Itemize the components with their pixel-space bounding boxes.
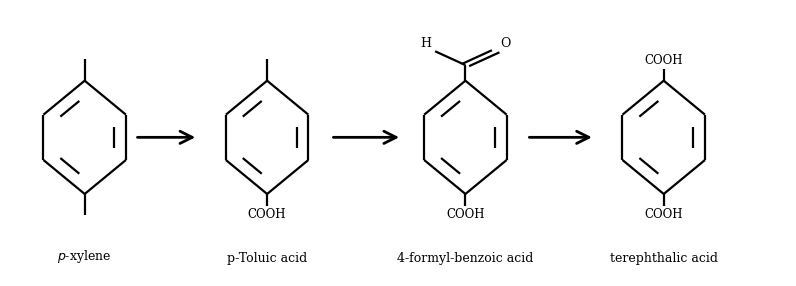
- Text: 4-formyl-benzoic acid: 4-formyl-benzoic acid: [397, 252, 533, 265]
- Text: COOH: COOH: [645, 54, 683, 67]
- Text: COOH: COOH: [645, 208, 683, 221]
- Text: COOH: COOH: [248, 208, 287, 221]
- Text: p-Toluic acid: p-Toluic acid: [227, 252, 307, 265]
- Text: H: H: [420, 37, 431, 50]
- Text: terephthalic acid: terephthalic acid: [610, 252, 718, 265]
- Text: $p$-xylene: $p$-xylene: [57, 248, 112, 265]
- Text: COOH: COOH: [447, 208, 485, 221]
- Text: O: O: [500, 37, 510, 50]
